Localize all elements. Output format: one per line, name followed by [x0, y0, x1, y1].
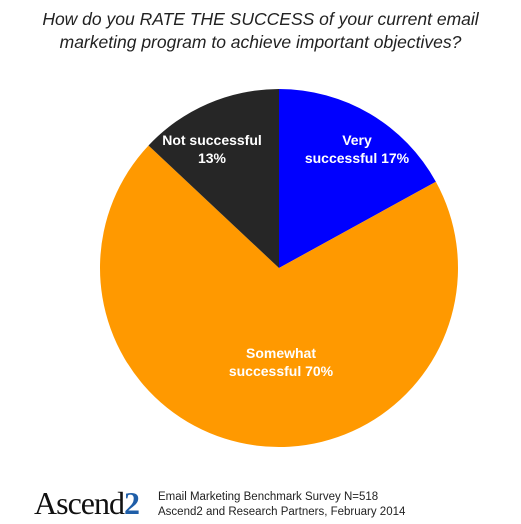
- logo-suffix: 2: [123, 485, 140, 521]
- chart-title-line-2: marketing program to achieve important o…: [59, 32, 462, 52]
- pie-slice-not-successful: [148, 89, 279, 268]
- pie-label-somewhat-successful: Somewhat successful 70%: [229, 345, 334, 379]
- pie-label-not-successful: Not successful 13%: [162, 132, 262, 166]
- pie-label-line: Not successful: [162, 132, 262, 148]
- pie-chart: Very successful 17% Somewhat successful 70%…: [99, 89, 458, 448]
- logo-text: Ascend: [34, 485, 125, 521]
- chart-title: How do you RATE THE SUCCESS of your curr…: [0, 8, 521, 54]
- pie-slice-somewhat-successful: [99, 145, 458, 448]
- pie-label-very-successful: Very successful 17%: [305, 132, 410, 166]
- pie-labels: Very successful 17% Somewhat successful 70%…: [162, 132, 409, 379]
- pie-label-line: 13%: [198, 150, 227, 166]
- pie-slices: [99, 89, 458, 448]
- chart-title-line-1: How do you RATE THE SUCCESS of your curr…: [42, 9, 479, 29]
- pie-label-line: successful 70%: [229, 363, 334, 379]
- pie-label-line: Very: [342, 132, 372, 148]
- pie-label-line: successful 17%: [305, 150, 410, 166]
- source-line-1: Email Marketing Benchmark Survey N=518: [158, 491, 379, 503]
- footer: Ascend2 Email Marketing Benchmark Survey…: [0, 482, 521, 524]
- source-note: Email Marketing Benchmark Survey N=518 A…: [158, 490, 405, 520]
- pie-slice-very-successful: [279, 89, 436, 268]
- pie-label-line: Somewhat: [246, 345, 316, 361]
- ascend2-logo: Ascend2: [34, 485, 140, 521]
- source-line-2: Ascend2 and Research Partners, February …: [158, 506, 406, 518]
